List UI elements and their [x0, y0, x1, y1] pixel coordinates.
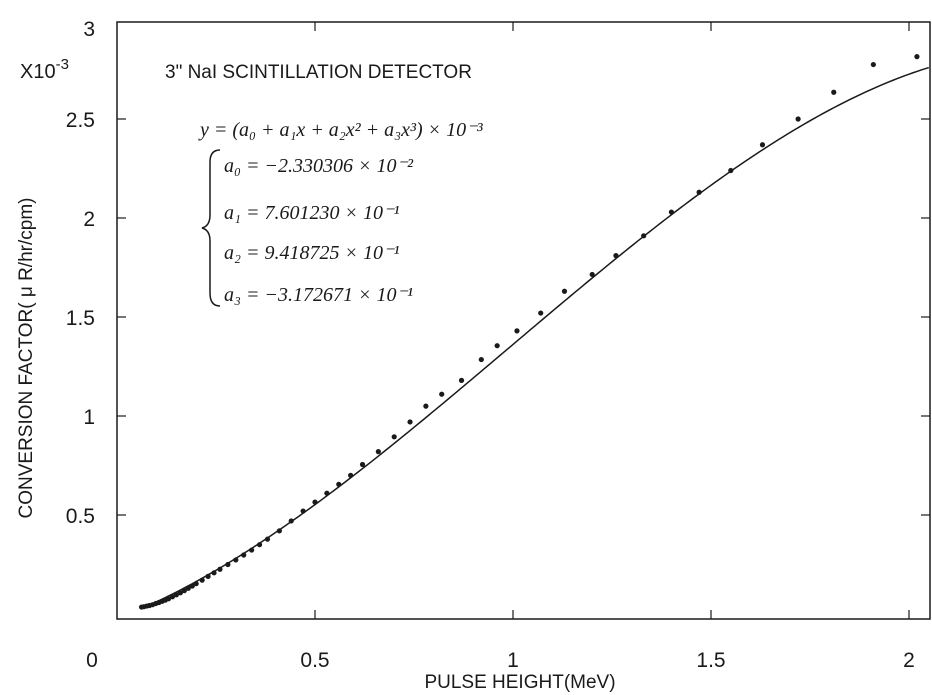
data-point [205, 573, 211, 579]
data-point [348, 472, 354, 478]
data-point [514, 328, 520, 334]
data-point [189, 583, 195, 589]
y-tick-label: 1.5 [66, 307, 95, 330]
y-tick-label: 2 [83, 208, 95, 231]
y-tick-label: 3 [83, 18, 95, 41]
chart-title: 3" NaI SCINTILLATION DETECTOR [165, 62, 472, 83]
plot-frame [116, 21, 931, 620]
data-point [375, 449, 381, 455]
data-point [173, 592, 179, 598]
data-point [914, 54, 920, 60]
fit-equation: y = (a₀ + a₁x + a₂x² + a₃x³) × 10⁻³ [198, 119, 484, 141]
data-point [185, 585, 191, 591]
data-point [439, 391, 445, 397]
data-point [795, 116, 801, 122]
data-point [288, 518, 294, 524]
data-point [359, 461, 366, 468]
data-point [759, 142, 766, 148]
data-point [458, 377, 465, 383]
data-points [138, 54, 920, 610]
data-point [276, 528, 282, 534]
data-point [225, 561, 231, 568]
data-point [423, 403, 429, 409]
axis-ticks [117, 22, 930, 619]
data-point [211, 570, 217, 576]
y-axis-label: CONVERSION FACTOR( μ R/hr/cpm) [16, 198, 37, 519]
data-point [589, 271, 595, 278]
x-tick-labels: 0 0.5 1 1.5 2 [86, 649, 915, 672]
data-point [241, 552, 247, 558]
y-tick-label: 0.5 [66, 505, 95, 528]
data-point [870, 61, 876, 68]
data-point [193, 581, 199, 587]
data-point [831, 89, 837, 95]
data-point [668, 209, 675, 215]
data-point [478, 356, 484, 363]
coefficient-a1: a₁ = 7.601230 × 10⁻¹ [224, 202, 400, 224]
data-point [233, 557, 239, 563]
x-tick-label: 1 [507, 649, 519, 672]
data-point [312, 499, 318, 505]
data-point [165, 596, 172, 602]
data-point [181, 588, 187, 594]
data-point [336, 481, 342, 487]
coefficient-a0: a₀ = −2.330306 × 10⁻² [224, 155, 414, 177]
data-point [561, 288, 568, 294]
data-point [169, 594, 176, 600]
data-point [407, 419, 413, 425]
x-tick-label: 0 [86, 649, 98, 672]
data-point [256, 542, 263, 548]
y-multiplier: X10-3 [20, 56, 69, 83]
y-tick-label: 2.5 [66, 109, 95, 132]
x-tick-label: 1.5 [696, 649, 725, 672]
data-point [641, 233, 647, 239]
data-point [217, 566, 223, 572]
coefficient-a3: a₃ = −3.172671 × 10⁻¹ [224, 284, 413, 306]
x-axis-label: PULSE HEIGHT(MeV) [424, 672, 615, 693]
y-tick-label: 1 [83, 406, 95, 429]
data-point [300, 508, 306, 514]
data-point [613, 253, 619, 259]
y-tick-labels: 0.5 1 1.5 2 2.5 3 [66, 18, 95, 528]
data-point [391, 434, 397, 440]
data-point [494, 343, 500, 349]
data-point [177, 590, 183, 596]
data-point [324, 490, 330, 496]
coefficient-a2: a₂ = 9.418725 × 10⁻¹ [224, 242, 400, 264]
coefficient-brace [201, 149, 221, 307]
x-tick-label: 2 [903, 649, 915, 672]
data-point [728, 167, 734, 174]
data-point [199, 577, 205, 583]
fit-curve [140, 66, 930, 610]
x-tick-label: 0.5 [300, 649, 329, 672]
data-point [264, 536, 271, 542]
data-point [538, 310, 544, 316]
data-point [249, 547, 255, 553]
data-point [696, 189, 702, 195]
